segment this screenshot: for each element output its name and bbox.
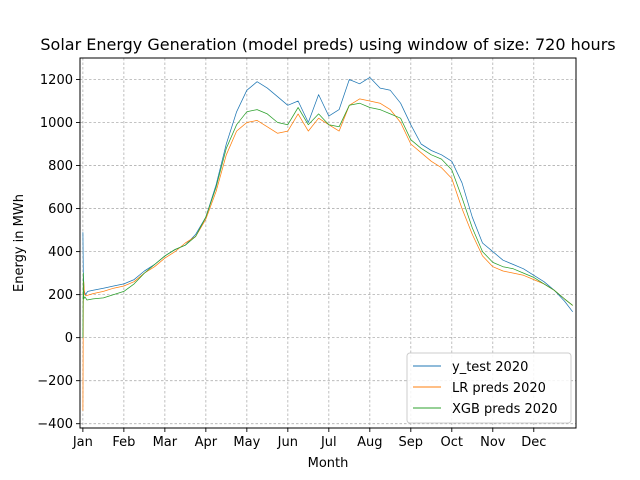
- y-tick-label-1000: 1000: [40, 116, 73, 131]
- x-tick-label-apr: Apr: [195, 435, 218, 450]
- plot-frame: [79, 57, 577, 429]
- x-tick-label-dec: Dec: [521, 435, 546, 450]
- y-tick-label-800: 800: [48, 159, 73, 174]
- x-tick-label-oct: Oct: [441, 435, 463, 450]
- y-axis-ticks: −400 −200 0 200 400 600 800 1000 1200: [37, 73, 80, 432]
- y-tick-label-neg-400: −400: [37, 417, 73, 432]
- x-tick-label-sep: Sep: [399, 435, 424, 450]
- chart-title: Solar Energy Generation (model preds) us…: [40, 35, 615, 54]
- y-axis-label: Energy in MWh: [12, 194, 27, 292]
- x-tick-label-mar: Mar: [153, 435, 178, 450]
- x-tick-label-feb: Feb: [112, 435, 135, 450]
- legend-label-y-test: y_test 2020: [452, 360, 528, 375]
- x-tick-label-may: May: [233, 435, 260, 450]
- x-tick-label-nov: Nov: [480, 435, 506, 450]
- legend-label-lr-preds: LR preds 2020: [452, 381, 546, 396]
- series-line-lr-preds-2020: [82, 98, 573, 411]
- x-axis-label: Month: [308, 456, 349, 471]
- series-line-xgb-preds-2020: [82, 102, 573, 338]
- y-tick-label-200: 200: [48, 288, 73, 303]
- legend-label-xgb-preds: XGB preds 2020: [452, 402, 558, 417]
- series-line-y-test-2020: [82, 77, 573, 313]
- y-tick-label-neg-200: −200: [37, 374, 73, 389]
- y-tick-label-1200: 1200: [40, 73, 73, 88]
- x-tick-label-jun: Jun: [277, 435, 298, 450]
- legend: y_test 2020 LR preds 2020 XGB preds 2020: [406, 352, 572, 424]
- y-tick-label-400: 400: [48, 245, 73, 260]
- y-tick-label-0: 0: [65, 331, 73, 346]
- legend-box: [406, 352, 572, 424]
- x-axis-ticks: Jan Feb Mar Apr May Jun Jul Aug Sep Oct Nov Dec: [72, 428, 546, 450]
- x-tick-label-aug: Aug: [357, 435, 382, 450]
- series-lines: [82, 77, 573, 411]
- y-tick-label-600: 600: [48, 202, 73, 217]
- x-tick-label-jan: Jan: [72, 435, 93, 450]
- x-tick-label-jul: Jul: [320, 435, 337, 450]
